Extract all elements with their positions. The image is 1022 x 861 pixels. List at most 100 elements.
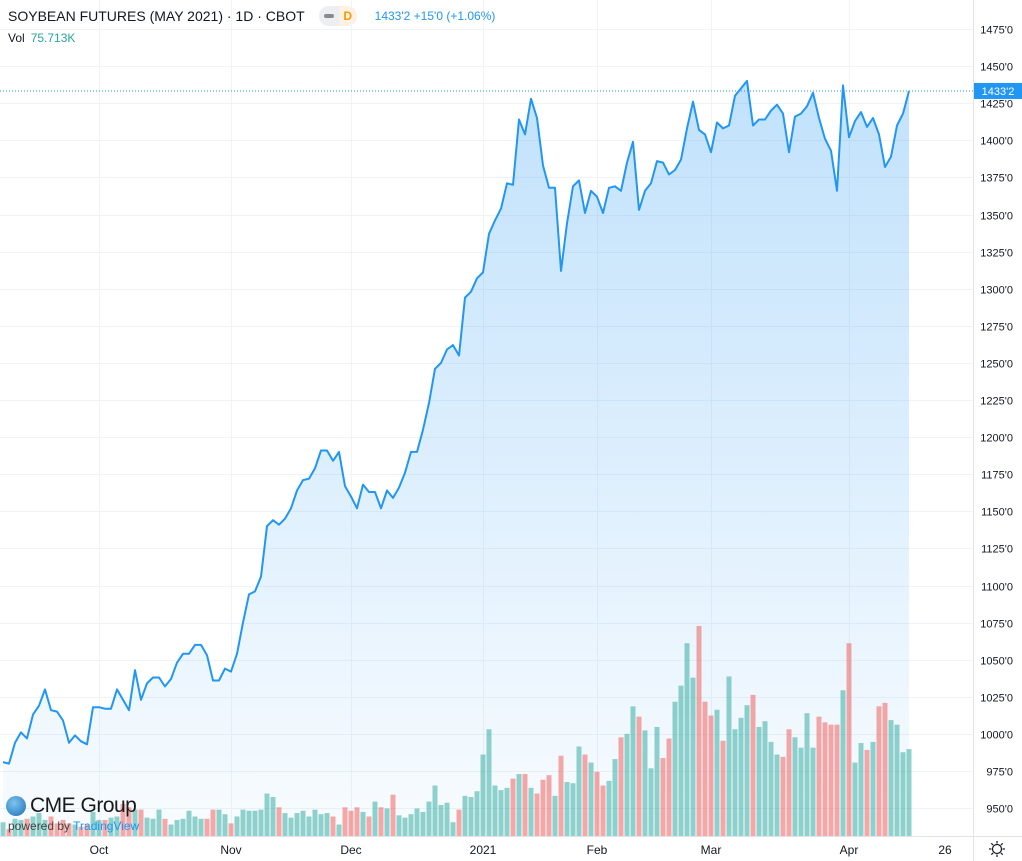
volume-bar [108, 817, 114, 836]
volume-bar [726, 676, 732, 836]
volume-bar [204, 818, 210, 836]
volume-bar [786, 729, 792, 836]
cme-group-logo[interactable]: CME Group [6, 794, 137, 818]
volume-bar [762, 721, 768, 836]
volume-bar [252, 810, 258, 836]
settings-gear-icon[interactable] [989, 841, 1005, 857]
volume-bar [264, 793, 270, 836]
volume-bar [600, 785, 606, 836]
price-tick-label: 1000'0 [980, 730, 1013, 742]
volume-bar [864, 749, 870, 836]
volume-bar [330, 816, 336, 836]
volume-bar [258, 809, 264, 836]
volume-bar [84, 824, 90, 836]
volume-bar [510, 778, 516, 836]
volume-bar [444, 802, 450, 836]
volume-label: Vol [8, 31, 25, 45]
volume-bar [546, 775, 552, 836]
volume-bar [798, 747, 804, 836]
volume-bar [768, 741, 774, 836]
volume-bar [0, 822, 6, 836]
volume-bar [738, 717, 744, 836]
volume-bar [504, 787, 510, 836]
time-tick-label: Nov [220, 843, 241, 857]
volume-bar [180, 818, 186, 836]
volume-bar [354, 807, 360, 836]
volume-bar [858, 743, 864, 836]
volume-bar [834, 724, 840, 836]
price-tick-label: 1450'0 [980, 62, 1013, 74]
volume-bar [612, 759, 618, 836]
logo-text: CME Group [30, 794, 137, 817]
volume-bars [0, 626, 912, 836]
volume-value: 75.713K [30, 31, 76, 45]
price-tick-label: 1050'0 [980, 656, 1013, 668]
volume-bar [240, 809, 246, 836]
volume-bar [714, 709, 720, 836]
volume-bar [594, 771, 600, 836]
volume-bar [102, 819, 108, 836]
volume-bar [696, 626, 702, 836]
volume-bar [414, 808, 420, 836]
volume-bar [126, 807, 132, 836]
volume-bar [270, 796, 276, 836]
volume-bar [144, 817, 150, 836]
volume-bar [888, 720, 894, 836]
price-tick-label: 1350'0 [980, 211, 1013, 223]
volume-bar [534, 793, 540, 836]
volume-bar [312, 809, 318, 836]
time-tick-label: Apr [840, 843, 859, 857]
volume-bar [750, 694, 756, 836]
volume-bar [222, 814, 228, 836]
interval-pill[interactable]: D [318, 6, 357, 26]
volume-bar [318, 814, 324, 836]
volume-bar [624, 733, 630, 836]
powered-by[interactable]: powered by TradingView [8, 819, 139, 833]
time-tick-label: Dec [340, 843, 361, 857]
price-tick-label: 1475'0 [980, 25, 1013, 37]
volume-bar [540, 779, 546, 836]
volume-bar [636, 716, 642, 836]
volume-bar [342, 807, 348, 836]
price-tick-label: 1150'0 [981, 507, 1013, 519]
time-axis[interactable]: Oct Nov Dec 2021 Feb Mar Apr 26 [90, 843, 952, 857]
volume-bar [156, 809, 162, 836]
volume-bar [426, 801, 432, 836]
last-price-badge: 1433'2 [974, 82, 1022, 99]
volume-bar [78, 826, 84, 836]
volume-bar [756, 726, 762, 836]
volume-bar [774, 754, 780, 836]
volume-bar [576, 746, 582, 836]
volume-bar [828, 724, 834, 836]
volume-bar [720, 740, 726, 836]
minimize-icon[interactable] [318, 6, 339, 26]
volume-bar [384, 808, 390, 836]
volume-bar [300, 810, 306, 836]
time-tick-label: 26 [938, 843, 952, 857]
volume-bar [684, 643, 690, 836]
volume-bar [876, 706, 882, 836]
volume-bar [528, 787, 534, 836]
time-tick-label: Oct [90, 843, 109, 857]
volume-bar [186, 810, 192, 836]
volume-bar [168, 824, 174, 836]
volume-bar [30, 816, 36, 836]
volume-bar [162, 818, 168, 836]
powered-by-label: powered by [8, 819, 71, 833]
volume-bar [792, 737, 798, 836]
volume-bar [492, 785, 498, 836]
tradingview-link[interactable]: TradingView [73, 819, 140, 833]
volume-bar [870, 741, 876, 836]
price-tick-label: 1400'0 [980, 136, 1013, 148]
price-tick-label: 1300'0 [980, 285, 1013, 297]
volume-bar [6, 829, 12, 836]
volume-bar [138, 809, 144, 836]
symbol-title[interactable]: SOYBEAN FUTURES (MAY 2021) · 1D · CBOT [8, 8, 305, 24]
volume-bar [630, 706, 636, 836]
volume-bar [732, 729, 738, 836]
price-axis[interactable]: 950'0 975'0 1000'0 1025'0 1050'0 1075'0 1100'0… [980, 25, 1013, 816]
volume-bar [228, 823, 234, 836]
time-tick-label: Mar [701, 843, 722, 857]
volume-bar [660, 757, 666, 836]
